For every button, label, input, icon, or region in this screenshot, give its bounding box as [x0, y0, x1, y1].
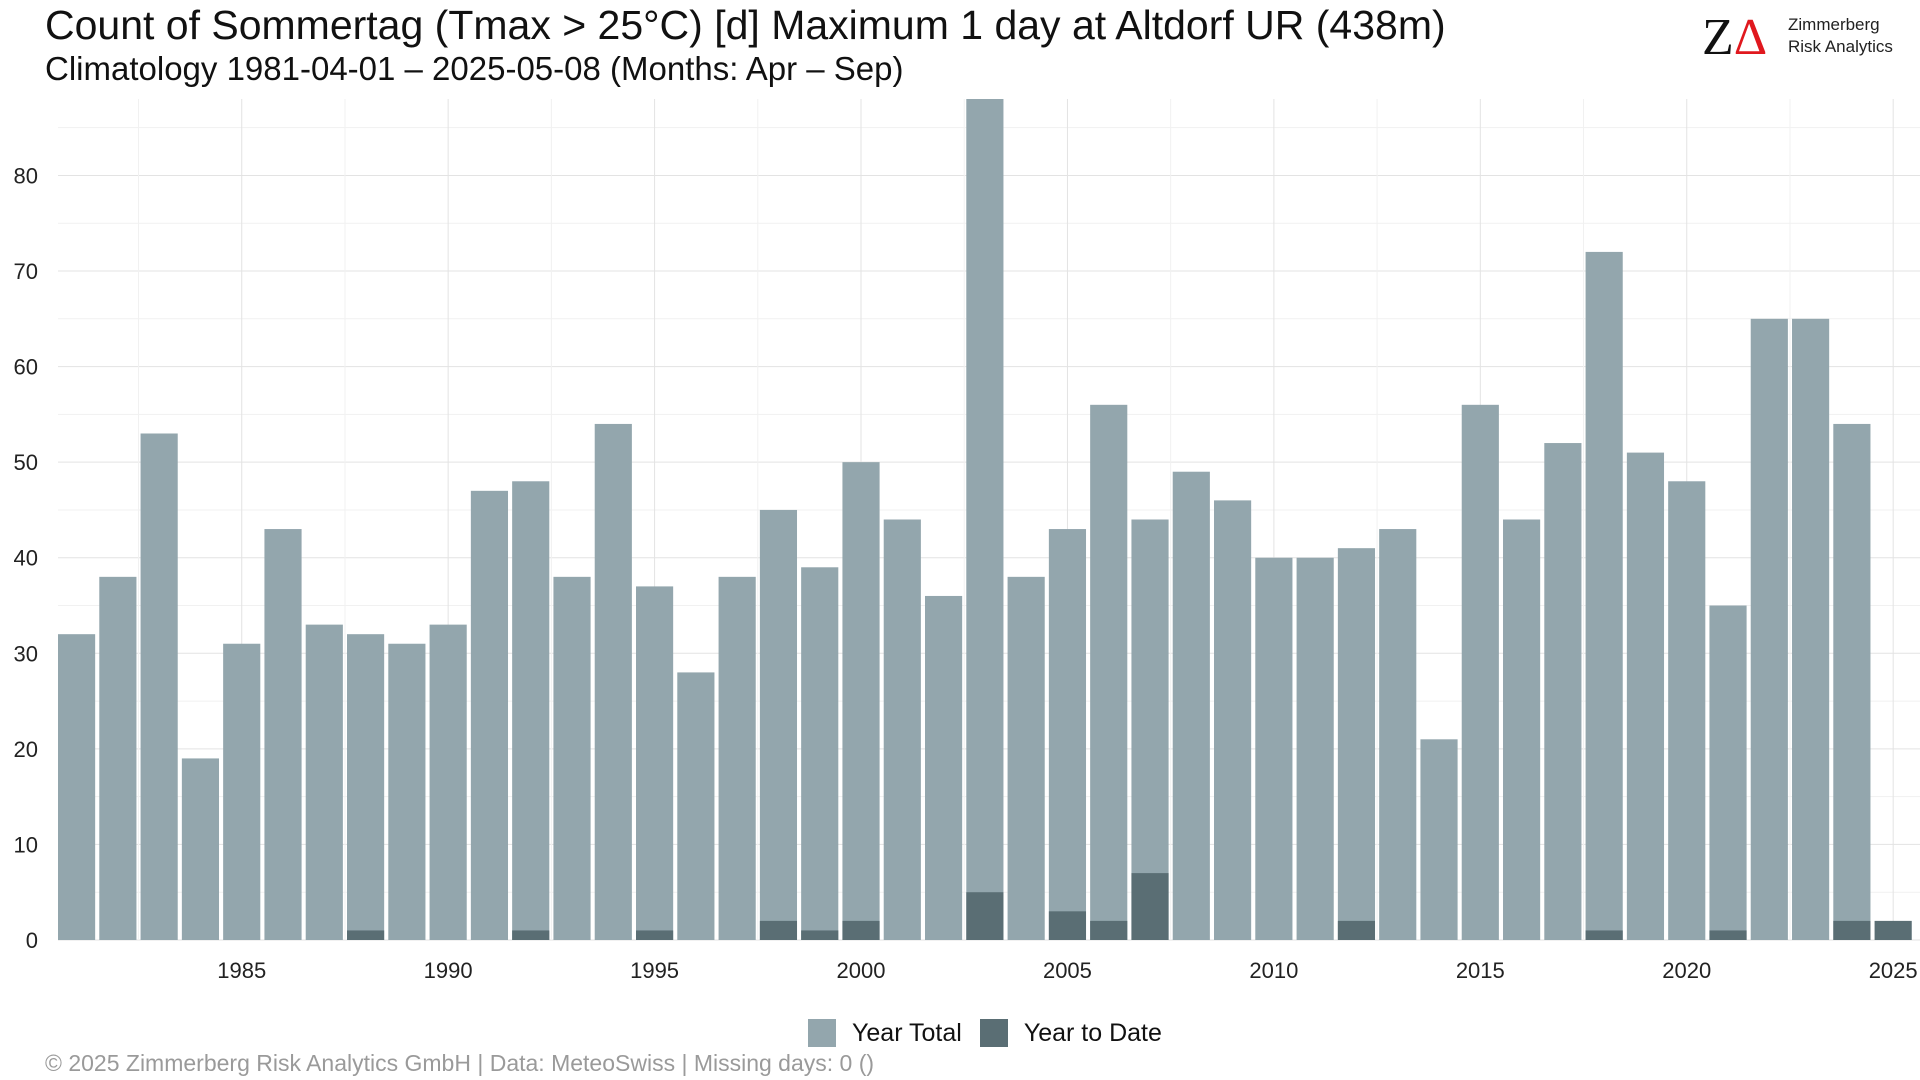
bar-year-total [718, 576, 756, 940]
bar-year-total [966, 99, 1004, 940]
bar-year-total [594, 423, 632, 940]
chart-legend: Year Total Year to Date [808, 1016, 1180, 1050]
bar-year-total [305, 624, 343, 940]
bar-year-total [429, 624, 467, 940]
y-tick-label: 10 [14, 832, 38, 857]
bar-year-to-date [1090, 920, 1128, 940]
bar-year-total [99, 576, 137, 940]
y-tick-label: 50 [14, 450, 38, 475]
bar-year-total [140, 433, 178, 940]
logo-line-2: Risk Analytics [1788, 37, 1893, 56]
bar-year-total [883, 519, 921, 940]
bar-year-total [925, 595, 963, 940]
bar-year-to-date [842, 920, 880, 940]
x-axis-tick-labels: 1985 1990 1995 2000 2005 2010 2015 2020 2025 [217, 958, 1917, 983]
bar-year-total [1709, 605, 1747, 940]
x-tick-label: 2000 [837, 958, 886, 983]
bar-year-total [636, 586, 674, 940]
bar-year-total [1420, 739, 1458, 940]
bar-year-to-date [966, 892, 1004, 940]
y-tick-label: 30 [14, 641, 38, 666]
bar-year-total [181, 758, 220, 940]
bar-year-to-date [636, 930, 674, 940]
bar-year-total [470, 490, 509, 940]
y-tick-label: 20 [14, 737, 38, 762]
bar-year-total [1172, 471, 1210, 940]
bar-year-to-date [1874, 920, 1912, 940]
bar-year-total [58, 634, 96, 940]
legend-swatch-year-to-date [979, 1019, 1008, 1047]
bar-year-to-date [1833, 920, 1871, 940]
bar-year-total [1668, 481, 1706, 940]
bar-year-to-date [1048, 911, 1087, 940]
bar-year-total [1792, 318, 1830, 940]
bar-year-to-date [1585, 930, 1623, 940]
y-tick-label: 0 [26, 928, 38, 953]
bar-year-total [1214, 500, 1252, 940]
bar-year-to-date [512, 930, 550, 940]
chart-subtitle: Climatology 1981-04-01 – 2025-05-08 (Mon… [45, 50, 904, 87]
company-logo: ZΔ Zimmerberg Risk Analytics [1700, 8, 1900, 68]
x-tick-label: 2015 [1456, 958, 1505, 983]
legend-label-year-total: Year Total [852, 1018, 962, 1047]
bar-year-to-date [759, 920, 798, 940]
x-tick-label: 2020 [1662, 958, 1711, 983]
bar-year-total [1503, 519, 1541, 940]
bar-year-total [1296, 557, 1334, 940]
bar-year-total [1007, 576, 1045, 940]
logo-line-1: Zimmerberg [1788, 15, 1880, 34]
x-tick-label: 1995 [630, 958, 679, 983]
bar-year-total [553, 576, 591, 940]
bar-year-to-date [1709, 930, 1747, 940]
bar-year-total [1544, 443, 1582, 940]
bar-year-total [1131, 519, 1169, 940]
bar-year-to-date [347, 930, 385, 940]
legend-swatch-year-total [808, 1019, 836, 1047]
bar-year-to-date [801, 930, 839, 940]
bar-year-total [388, 643, 426, 940]
y-axis-tick-labels: 0 10 20 30 40 50 60 70 80 [14, 163, 38, 953]
bar-year-total [1750, 318, 1788, 940]
y-tick-label: 60 [14, 355, 38, 380]
bar-year-total [1090, 404, 1128, 940]
bar-year-to-date [1337, 920, 1376, 940]
bar-year-total [801, 567, 839, 940]
bar-year-total [1255, 557, 1293, 940]
bar-year-total [223, 643, 261, 940]
legend-item-year-to-date: Year to Date [979, 1018, 1162, 1048]
bar-year-to-date [1131, 873, 1169, 940]
bar-year-total [842, 462, 880, 940]
legend-item-year-total: Year Total [808, 1019, 962, 1048]
bar-year-total [1379, 529, 1417, 940]
x-tick-label: 1985 [217, 958, 266, 983]
bar-year-total [1833, 423, 1871, 940]
bar-year-total [1337, 548, 1376, 940]
bar-year-total [677, 672, 715, 940]
bar-year-total [347, 634, 385, 940]
chart-title: Count of Sommertag (Tmax > 25°C) [d] Max… [45, 2, 1446, 48]
bar-year-total [1626, 452, 1665, 940]
bar-year-total [512, 481, 550, 940]
x-tick-label: 2010 [1249, 958, 1298, 983]
bar-year-total [1048, 529, 1087, 940]
y-tick-label: 80 [14, 163, 38, 188]
bar-chart: 0 10 20 30 40 50 60 70 80 1985 1990 1995 2000 2005 20… [14, 99, 1920, 983]
logo-text: Zimmerberg Risk Analytics [1788, 14, 1893, 58]
logo-mark-icon: ZΔ [1702, 9, 1768, 66]
y-tick-label: 70 [14, 259, 38, 284]
bar-year-total [1585, 251, 1623, 941]
y-tick-label: 40 [14, 546, 38, 571]
legend-label-year-to-date: Year to Date [1023, 1018, 1162, 1047]
x-tick-label: 2005 [1043, 958, 1092, 983]
bar-year-total [1461, 404, 1499, 940]
data-source-caption: © 2025 Zimmerberg Risk Analytics GmbH | … [45, 1050, 875, 1076]
year-to-date-bars [347, 873, 1912, 940]
bar-year-total [264, 529, 302, 940]
x-tick-label: 1990 [424, 958, 473, 983]
bar-year-total [759, 509, 798, 940]
year-total-bars [58, 99, 1871, 941]
x-tick-label: 2025 [1869, 958, 1918, 983]
